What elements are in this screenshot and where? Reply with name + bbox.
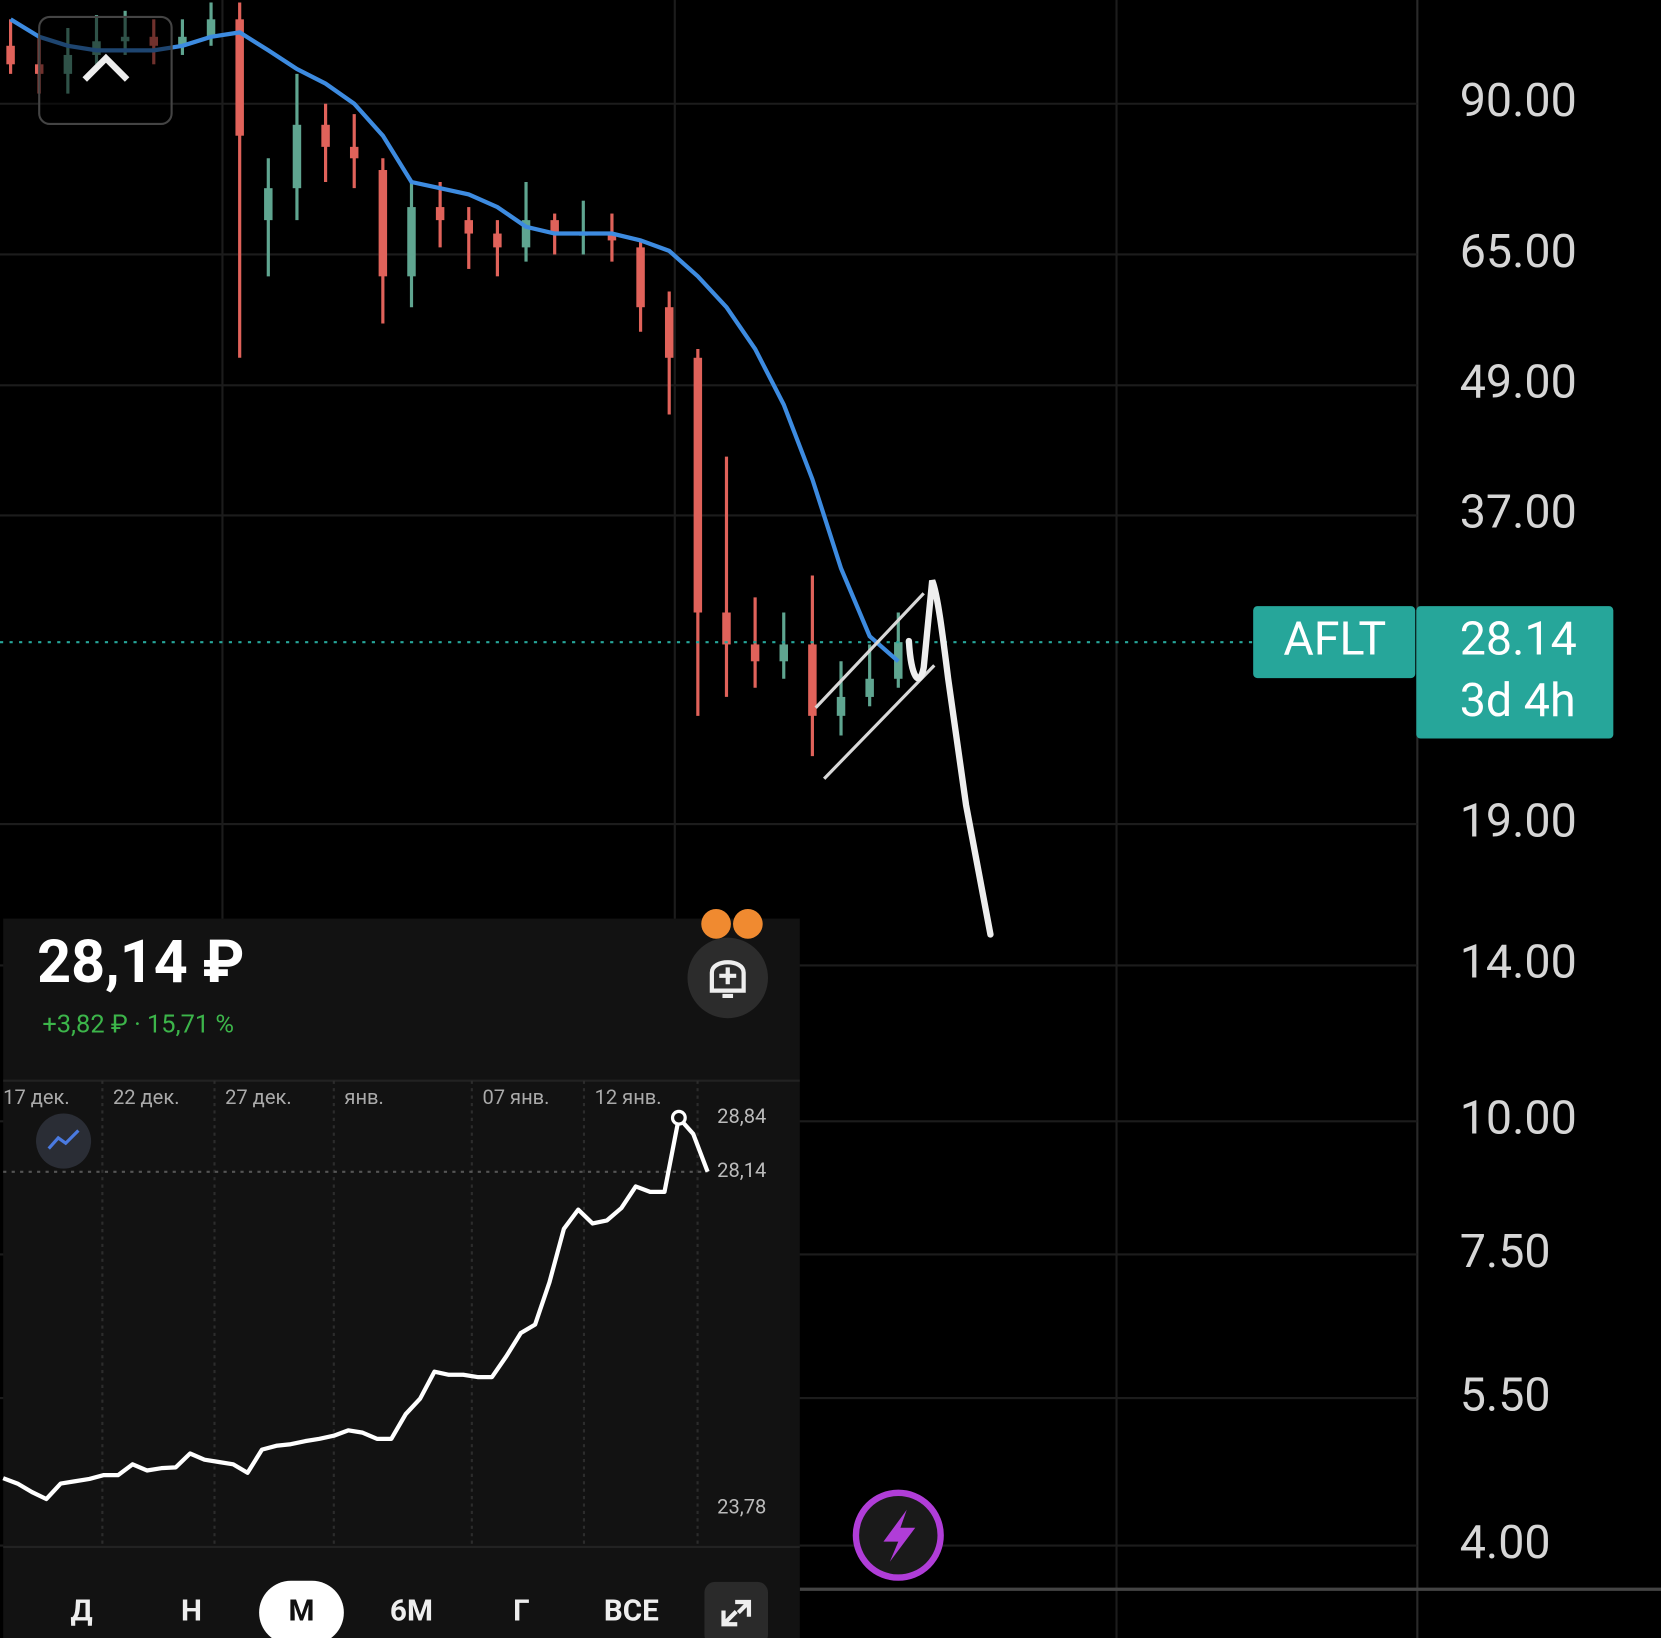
channel-line — [814, 592, 925, 709]
x-tick-label: 17 дек. — [3, 1085, 70, 1109]
widget-price: 28,14 ₽ — [37, 928, 244, 997]
candle-body — [349, 146, 359, 159]
ticker-badge — [1253, 606, 1416, 679]
candle-body — [550, 220, 559, 234]
x-tick-label: 27 дек. — [225, 1085, 292, 1109]
candle-body — [693, 357, 703, 613]
widget-change: +3,82 ₽ · 15,71 % — [42, 1009, 234, 1039]
max-marker — [670, 1109, 687, 1126]
y-tick-label: 7.50 — [1460, 1225, 1551, 1279]
expand-button[interactable] — [704, 1581, 768, 1638]
candle-body — [264, 188, 273, 221]
y-tick-label: 90.00 — [1460, 74, 1577, 128]
candle-body — [865, 678, 874, 697]
bell-icon — [709, 960, 746, 999]
price-line — [2, 1115, 710, 1502]
candle-body — [607, 233, 617, 241]
drawing — [814, 579, 994, 938]
chevron-icon — [82, 53, 130, 82]
candle-body — [407, 207, 416, 277]
period-button[interactable]: ВСЕ — [604, 1593, 659, 1628]
collapse-button[interactable] — [38, 15, 173, 126]
y-tick-label: 28,84 — [717, 1104, 766, 1128]
period-button[interactable]: 6М — [390, 1593, 433, 1628]
candle-body — [206, 19, 216, 37]
candle-body — [235, 19, 244, 136]
period-button[interactable]: Г — [513, 1593, 530, 1628]
candle-body — [292, 124, 302, 189]
ticker-label: AFLT — [1283, 612, 1386, 666]
candle-body — [493, 233, 502, 248]
button-box[interactable] — [38, 15, 173, 126]
period-button[interactable]: М — [288, 1593, 314, 1628]
candle-body — [808, 644, 817, 716]
candle-body — [722, 612, 731, 645]
y-tick-label: 28,14 — [717, 1158, 766, 1182]
y-tick-label: 65.00 — [1460, 225, 1577, 279]
y-tick-label: 49.00 — [1460, 356, 1577, 410]
alert-button[interactable] — [687, 937, 769, 1019]
candle-body — [6, 45, 15, 65]
widget-panel — [3, 918, 800, 1638]
period-button[interactable]: Н — [181, 1593, 202, 1628]
candle-body — [750, 644, 760, 662]
y-tick-label: 14.00 — [1460, 936, 1577, 990]
chart-type-button[interactable] — [36, 1113, 92, 1169]
y-tick-label: 37.00 — [1460, 486, 1577, 540]
candle-body — [435, 207, 445, 221]
badge — [701, 909, 731, 939]
y-tick-label: 4.00 — [1460, 1516, 1551, 1570]
channel-line — [823, 664, 936, 780]
countdown-label: 3d 4h — [1460, 674, 1576, 728]
forecast-arrow — [905, 579, 994, 938]
period-button[interactable]: Д — [71, 1593, 93, 1628]
candle-body — [636, 247, 645, 308]
plus-icon — [719, 967, 737, 985]
candle-body — [464, 220, 473, 234]
y-tick-label: 23,78 — [717, 1495, 766, 1519]
button-box[interactable] — [704, 1581, 768, 1638]
lightning-button[interactable] — [852, 1489, 944, 1581]
candle-body — [836, 696, 846, 716]
candle-body — [779, 644, 788, 662]
candle-body — [378, 170, 388, 277]
candle-body — [321, 124, 330, 147]
lightning-icon — [883, 1509, 916, 1562]
chart-icon — [47, 1129, 80, 1150]
y-tick-label: 10.00 — [1460, 1092, 1577, 1146]
expand-icon — [721, 1599, 752, 1627]
y-tick-label: 19.00 — [1460, 794, 1577, 848]
period-selected[interactable] — [259, 1580, 344, 1638]
y-tick-label: 5.50 — [1460, 1368, 1551, 1422]
badge — [733, 909, 763, 939]
x-tick-label: 07 янв. — [482, 1085, 549, 1109]
candle-body — [521, 220, 531, 248]
candle-body — [664, 307, 674, 358]
candle-body — [178, 36, 187, 46]
price-badge — [1416, 606, 1614, 739]
price-label: 28.14 — [1460, 612, 1577, 666]
x-tick-label: 12 янв. — [595, 1085, 662, 1109]
x-tick-label: янв. — [344, 1085, 383, 1109]
x-tick-label: 22 дек. — [113, 1085, 180, 1109]
